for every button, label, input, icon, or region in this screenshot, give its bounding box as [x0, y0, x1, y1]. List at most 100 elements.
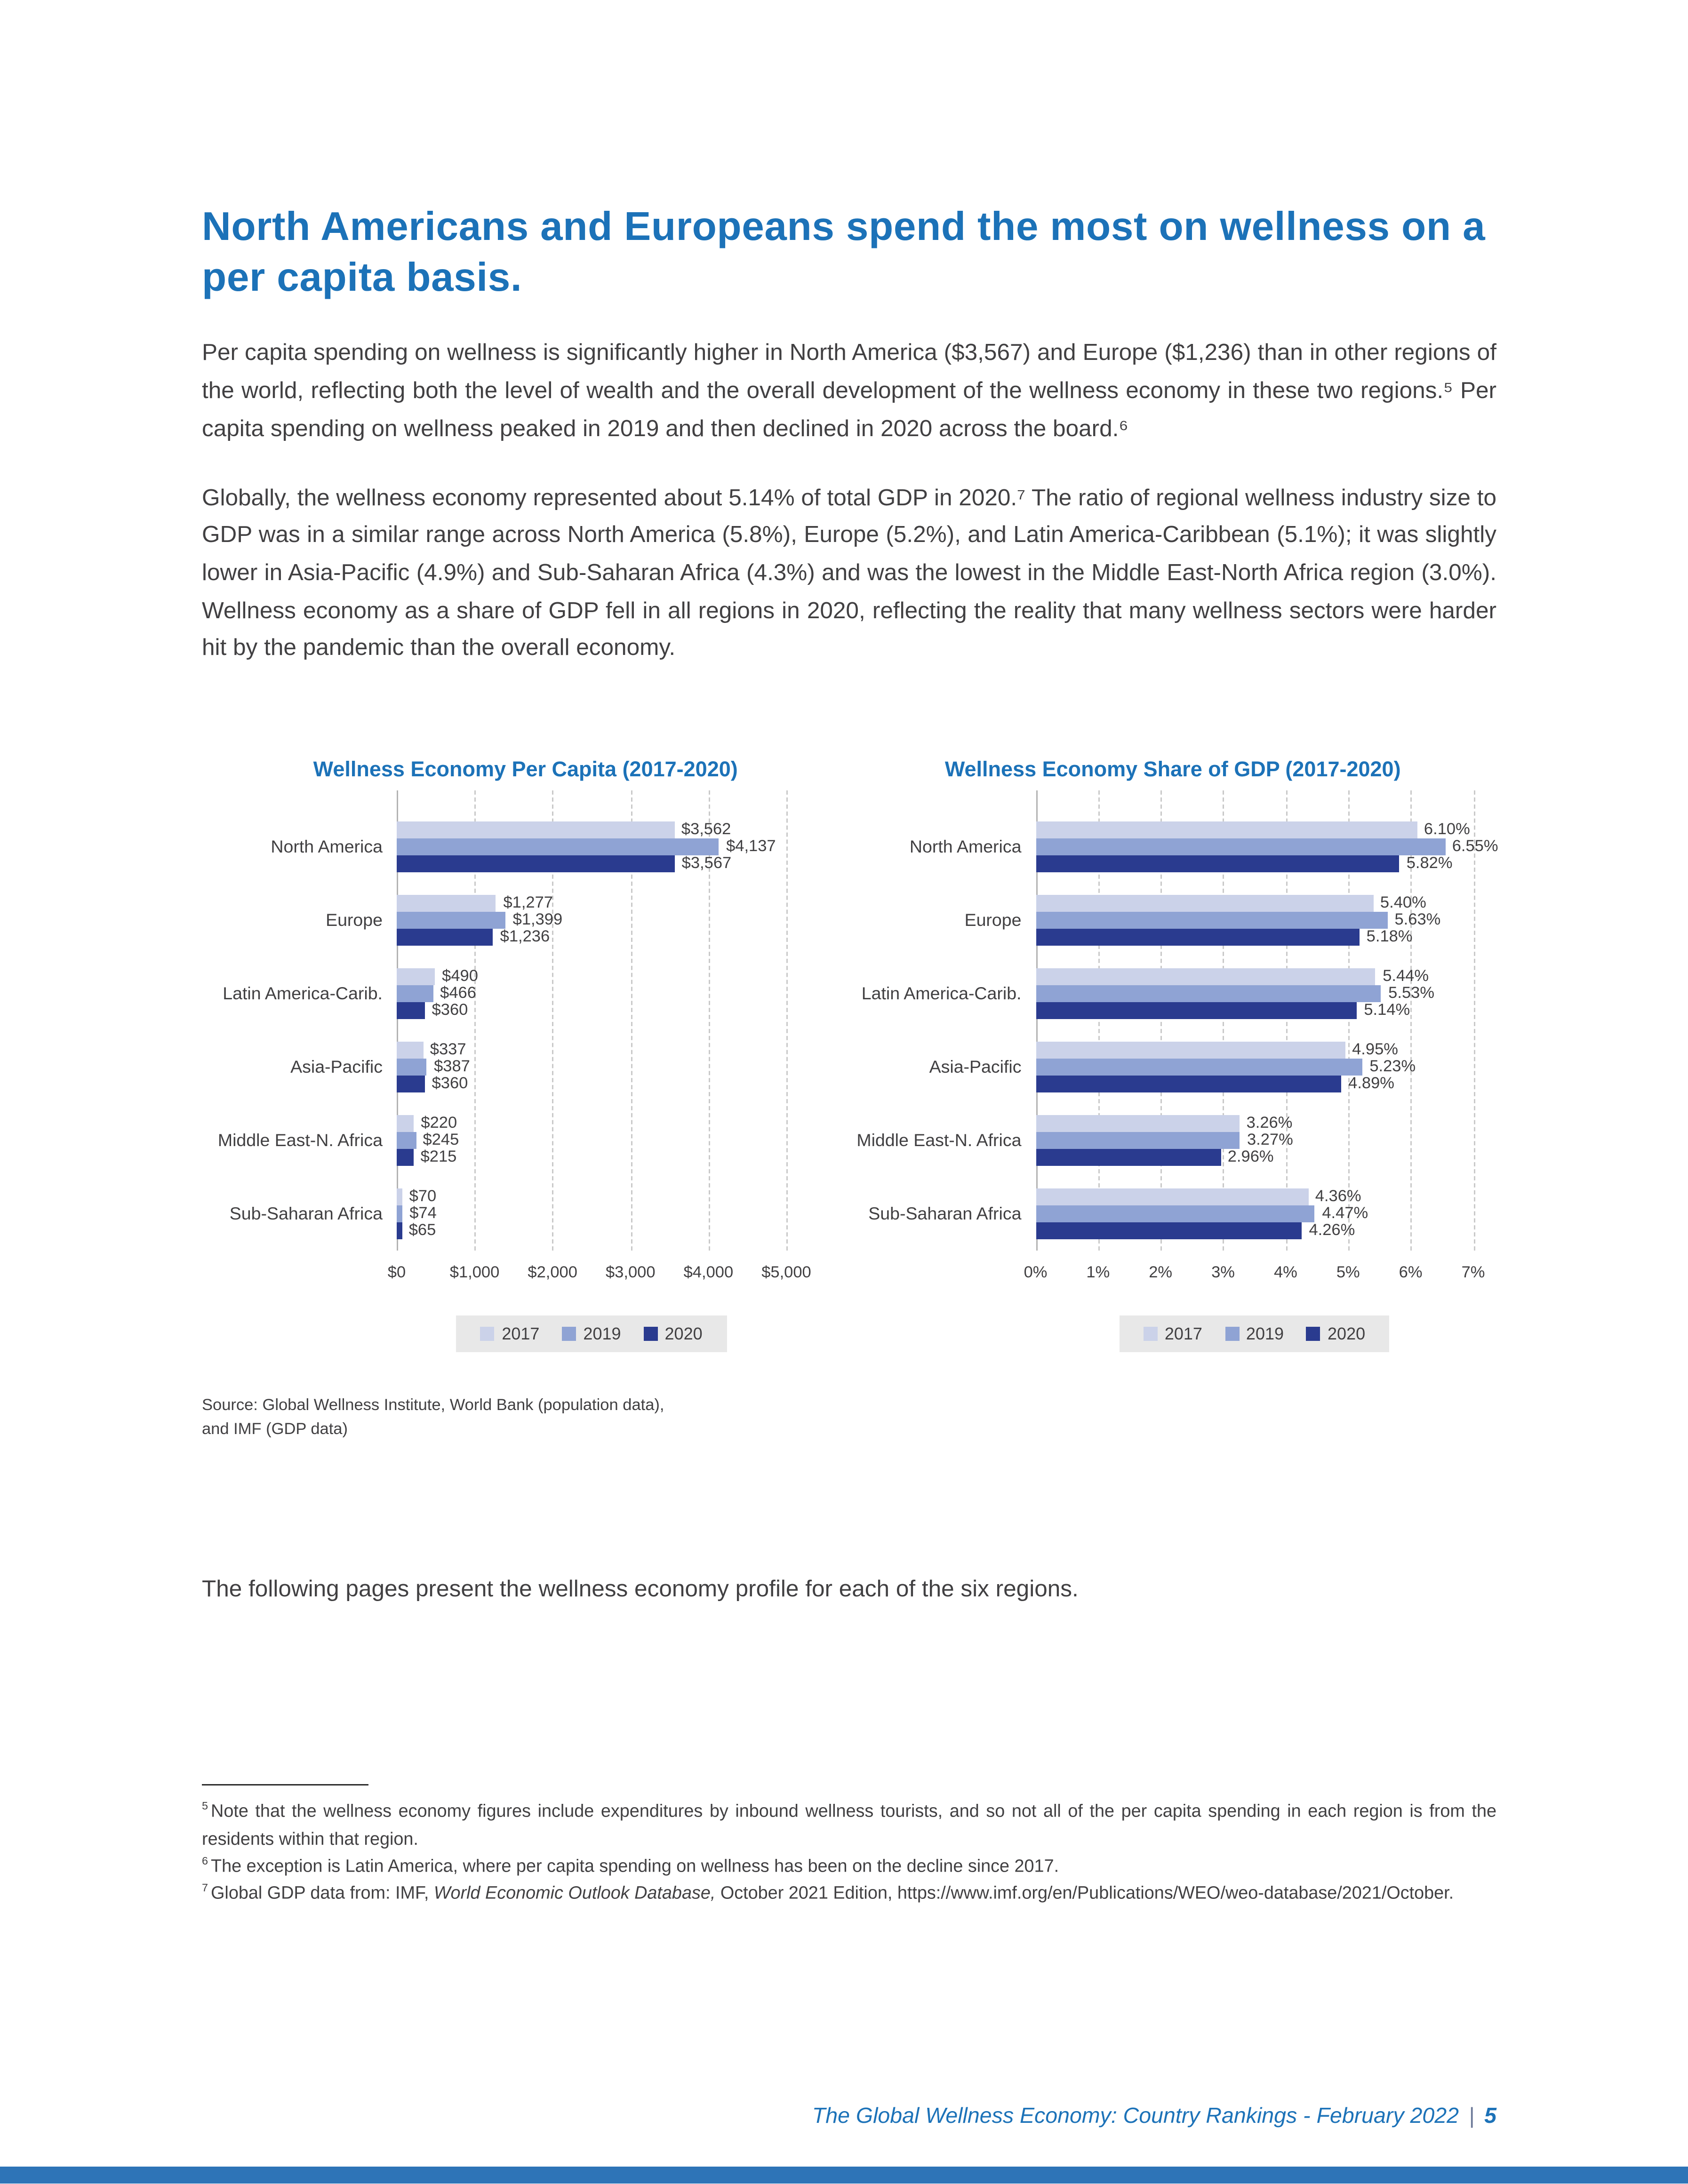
- category-label: Asia-Pacific: [929, 1057, 1022, 1077]
- gridline: [1348, 790, 1350, 1251]
- charts-section: Wellness Economy Per Capita (2017-2020) …: [202, 758, 1498, 1353]
- footnote-text: October 2021 Edition, https://www.imf.or…: [715, 1883, 1454, 1904]
- bar-value-label: 4.47%: [1322, 1205, 1368, 1223]
- intro-paragraph-1: Per capita spending on wellness is signi…: [202, 341, 1496, 442]
- bar-value-label: $3,567: [681, 855, 732, 873]
- bar-2017: [1035, 1188, 1308, 1206]
- bar-group: $220 $245 $215: [397, 1104, 786, 1177]
- bar-value-label: 3.26%: [1246, 1115, 1293, 1132]
- legend-swatch-2017: [480, 1327, 495, 1341]
- category-label: Latin America-Carib.: [223, 983, 383, 1004]
- bar-value-label: 5.23%: [1369, 1059, 1416, 1076]
- bar-2019: [397, 1059, 427, 1076]
- chart-row: North America $3,562 $4,137 $3,567: [202, 810, 849, 884]
- bar-2017: [397, 1115, 414, 1132]
- bar-2017: [397, 895, 496, 912]
- x-axis-tick: 7%: [1461, 1265, 1485, 1282]
- bar-value-label: 6.55%: [1452, 838, 1498, 856]
- following-text: The following pages present the wellness…: [202, 1577, 1079, 1603]
- chart-rows: North America 6.10% 6.55% 5.82% Europe 5.40% 5…: [849, 810, 1498, 1251]
- bar-2019: [1035, 1132, 1240, 1149]
- bar-value-label: $387: [434, 1059, 470, 1076]
- bar-2020: [1035, 929, 1360, 946]
- bar-value-label: 5.53%: [1388, 985, 1434, 1003]
- bar-2020: [397, 1002, 425, 1020]
- bar-value-label: 5.63%: [1394, 912, 1441, 929]
- footer-text: The Global Wellness Economy: Country Ran…: [812, 2104, 1459, 2128]
- x-axis: $0 $1,000 $2,000 $3,000 $4,000 $5,000: [388, 1262, 811, 1287]
- legend-swatch-2019: [562, 1327, 576, 1341]
- bar-2019: [1035, 1059, 1363, 1076]
- footnote-marker: 5: [202, 1800, 208, 1813]
- bar-2019: [397, 985, 433, 1003]
- footnote-text: The exception is Latin America, where pe…: [211, 1856, 1059, 1876]
- bar-line: $3,567: [397, 855, 786, 873]
- chart-row: Latin America-Carib. $490 $466 $360: [202, 957, 849, 1030]
- chart-plot: North America 6.10% 6.55% 5.82% Europe 5.40% 5…: [849, 790, 1498, 1251]
- bar-value-label: $4,137: [726, 838, 776, 856]
- bar-2020: [397, 1149, 414, 1166]
- footnote-marker: 6: [202, 1854, 208, 1867]
- legend-swatch-2019: [1224, 1327, 1239, 1341]
- bar-value-label: $245: [423, 1132, 459, 1149]
- chart-row: Middle East-N. Africa 3.26% 3.27% 2.96%: [849, 1104, 1497, 1177]
- source-note: Source: Global Wellness Institute, World…: [202, 1395, 1496, 1442]
- footnotes-section: 5 Note that the wellness economy figures …: [202, 1785, 1496, 1907]
- gdp-share-chart: Wellness Economy Share of GDP (2017-2020…: [849, 758, 1498, 1353]
- chart-row: Latin America-Carib. 5.44% 5.53% 5.14%: [849, 957, 1497, 1030]
- bar-2020: [1035, 1222, 1302, 1240]
- footnote-marker: 7: [202, 1881, 208, 1895]
- bar-2017: [1035, 821, 1417, 839]
- legend-item-2017: 2017: [1143, 1324, 1202, 1344]
- legend-row: 2017 2019 2020: [397, 1315, 786, 1353]
- chart-row: Middle East-N. Africa $220 $245 $215: [202, 1104, 849, 1177]
- bar-2019: [397, 1132, 416, 1149]
- category-label: Europe: [326, 910, 383, 930]
- legend-item-2019: 2019: [1224, 1324, 1284, 1344]
- bar-value-label: $1,399: [512, 912, 563, 929]
- bar-line: 4.95%: [1035, 1042, 1473, 1059]
- bar-2017: [397, 968, 435, 986]
- bar-2019: [397, 838, 720, 856]
- bar-2017: [397, 1188, 402, 1206]
- footer-page-number: 5: [1484, 2104, 1496, 2128]
- gridline: [630, 790, 632, 1251]
- bar-value-label: $337: [430, 1042, 466, 1059]
- bar-line: 2.96%: [1035, 1149, 1473, 1166]
- bar-line: $220: [397, 1115, 786, 1132]
- bar-value-label: 5.44%: [1383, 968, 1429, 986]
- bar-2017: [397, 821, 674, 839]
- bar-line: $70: [397, 1188, 786, 1206]
- bar-line: $490: [397, 968, 786, 986]
- x-axis-tick: 6%: [1399, 1265, 1423, 1282]
- bar-line: $74: [397, 1205, 786, 1223]
- bar-line: 5.44%: [1035, 968, 1473, 986]
- footnote-5: 5 Note that the wellness economy figures …: [202, 1799, 1496, 1853]
- x-axis: 0% 1% 2% 3% 4% 5% 6% 7%: [1024, 1262, 1485, 1287]
- footnote-text: Global GDP data from: IMF,: [211, 1883, 434, 1904]
- bar-value-label: 2.96%: [1227, 1149, 1274, 1166]
- bar-line: $466: [397, 985, 786, 1003]
- bar-value-label: 4.89%: [1348, 1076, 1394, 1093]
- bar-value-label: 5.14%: [1364, 1002, 1410, 1020]
- gridline: [1098, 790, 1100, 1251]
- footnote-7: 7 Global GDP data from: IMF, World Econom…: [202, 1881, 1496, 1908]
- bar-line: 4.89%: [1035, 1076, 1473, 1093]
- bar-line: 5.23%: [1035, 1059, 1473, 1076]
- legend-label: 2020: [1328, 1324, 1366, 1344]
- x-axis-tick: 4%: [1273, 1265, 1297, 1282]
- chart-title: Wellness Economy Share of GDP (2017-2020…: [944, 758, 1401, 782]
- chart-row: Sub-Saharan Africa 4.36% 4.47% 4.26%: [849, 1177, 1497, 1251]
- chart-legend: 2017 2019 2020: [456, 1315, 727, 1353]
- grid-layer: [397, 790, 788, 1251]
- footer: The Global Wellness Economy: Country Ran…: [812, 2104, 1496, 2130]
- bar-group: $70 $74 $65: [397, 1177, 786, 1251]
- gridline: [474, 790, 476, 1251]
- legend-swatch-2020: [643, 1327, 658, 1341]
- bar-2020: [397, 929, 493, 946]
- bar-2017: [397, 1042, 423, 1059]
- bar-2019: [1035, 985, 1382, 1003]
- axis-baseline: [397, 790, 398, 1251]
- bar-value-label: 5.40%: [1380, 895, 1426, 912]
